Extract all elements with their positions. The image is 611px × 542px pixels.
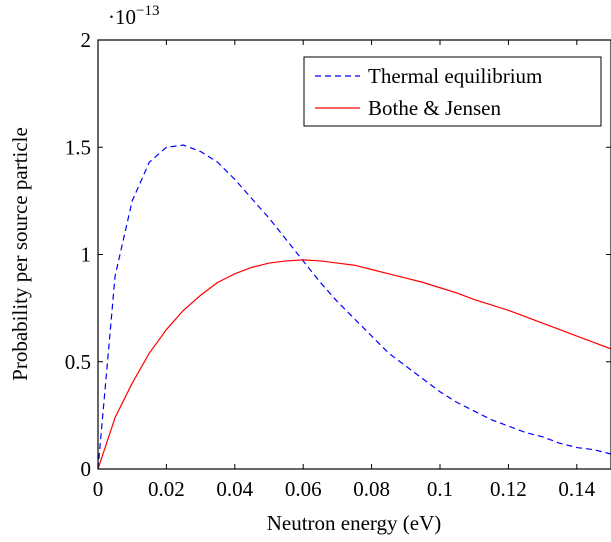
- y-tick-label: 0: [81, 457, 92, 481]
- x-tick-label: 0.14: [558, 477, 595, 501]
- legend-label-bothe-jensen: Bothe & Jensen: [368, 96, 501, 120]
- legend-label-thermal-equilibrium: Thermal equilibrium: [368, 64, 542, 88]
- x-tick-label: 0.12: [490, 477, 527, 501]
- y-tick-label: 0.5: [65, 350, 91, 374]
- x-tick-label: 0.02: [148, 477, 185, 501]
- y-tick-label: 1: [81, 243, 92, 267]
- multiplier-exponent: −13: [136, 3, 159, 19]
- series-line-bothe-jensen: [98, 259, 611, 469]
- x-tick-label: 0.06: [285, 477, 322, 501]
- svg-text:·10−13: ·10−13: [108, 3, 159, 29]
- x-tick-label: 0.1: [427, 477, 453, 501]
- legend-box: [303, 56, 602, 127]
- legend: Thermal equilibrium Bothe & Jensen: [303, 56, 602, 127]
- x-axis-title: Neutron energy (eV): [267, 511, 442, 535]
- y-axis-title: Probability per source particle: [8, 127, 32, 381]
- y-tick-label: 2: [81, 28, 92, 52]
- x-tick-label: 0: [93, 477, 104, 501]
- series-line-thermal-equilibrium: [98, 144, 611, 469]
- y-tick-label: 1.5: [65, 135, 91, 159]
- x-tick-label: 0.08: [353, 477, 390, 501]
- y-axis-multiplier: ·10−13: [108, 3, 159, 29]
- multiplier-base: ·10: [108, 5, 136, 29]
- series-layer: [98, 144, 611, 469]
- axis-ticks: 0 0.02 0.04 0.06 0.08 0.1 0.12 0.14 0 0.5 1 1.5 2: [65, 28, 611, 501]
- x-tick-label: 0.04: [216, 477, 253, 501]
